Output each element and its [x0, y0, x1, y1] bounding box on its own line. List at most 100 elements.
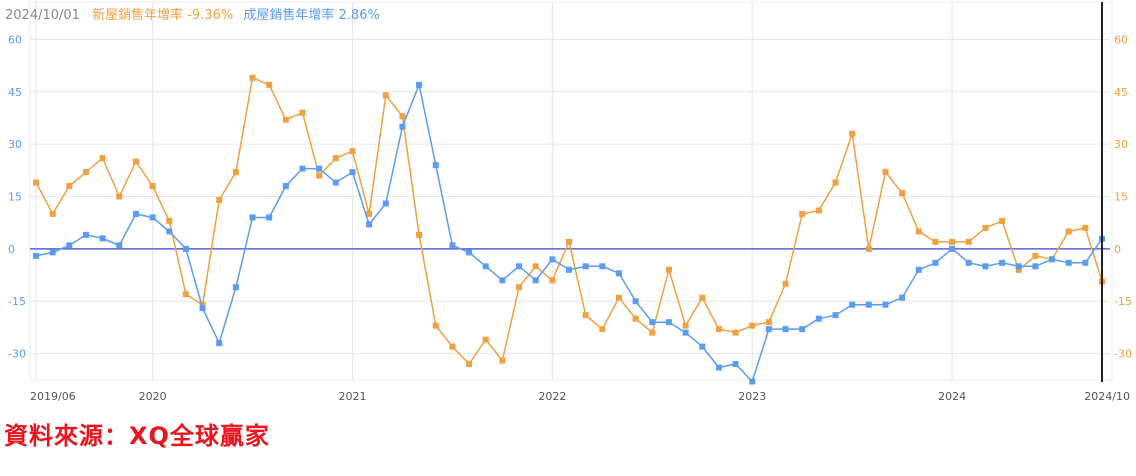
existing-home-sales-point — [949, 245, 956, 252]
existing-home-sales-point — [582, 263, 589, 270]
new-home-sales-point — [199, 301, 206, 308]
y-tick-label-right: 15 — [1114, 191, 1128, 204]
new-home-sales-point — [865, 245, 872, 252]
new-home-sales-point — [349, 148, 356, 155]
existing-home-sales-point — [316, 165, 323, 172]
y-tick-label-right: 0 — [1114, 243, 1121, 256]
new-home-sales-point — [815, 207, 822, 214]
new-home-sales-point — [932, 238, 939, 245]
y-tick-label-left: 45 — [8, 86, 22, 99]
existing-home-sales-point — [1049, 256, 1056, 263]
existing-home-sales-point — [466, 249, 473, 256]
new-home-sales-point — [416, 231, 423, 238]
y-tick-label-right: -15 — [1114, 295, 1132, 308]
new-home-sales-point — [182, 291, 189, 298]
new-home-sales-point — [216, 197, 223, 203]
y-tick-label-left: 0 — [8, 243, 15, 256]
existing-home-sales-point — [99, 235, 106, 242]
new-home-sales-point — [382, 92, 389, 99]
new-home-sales-point — [116, 193, 123, 200]
existing-home-sales-point — [216, 340, 223, 347]
y-tick-label-left: 15 — [8, 191, 22, 204]
new-home-sales-point — [1032, 252, 1039, 259]
new-home-sales-point — [632, 315, 639, 322]
existing-home-sales-point — [699, 343, 706, 350]
new-home-value: -9.36% — [187, 8, 234, 23]
existing-home-sales-point — [865, 301, 872, 308]
existing-home-sales-point — [149, 214, 156, 221]
new-home-sales-point — [316, 172, 323, 179]
existing-home-sales-point — [732, 361, 739, 368]
y-tick-label-left: -30 — [8, 348, 26, 361]
new-home-sales-point — [882, 169, 889, 176]
new-home-sales-point — [982, 224, 989, 231]
existing-home-sales-point — [999, 259, 1006, 266]
existing-home-sales-point — [765, 326, 772, 333]
existing-home-sales-point — [382, 200, 389, 207]
new-home-sales-point — [499, 357, 506, 364]
new-home-sales-point — [99, 155, 106, 162]
existing-home-value: 2.86% — [338, 8, 380, 23]
plot-frame — [29, 1, 1113, 381]
new-home-sales-point — [449, 343, 456, 350]
existing-home-sales-point — [799, 326, 806, 333]
existing-home-sales-point — [1032, 263, 1039, 270]
new-home-sales-line — [35, 76, 1103, 366]
existing-home-sales-point — [615, 270, 622, 277]
existing-home-sales-point — [232, 284, 239, 291]
new-home-sales-point — [149, 183, 156, 190]
existing-home-sales-point — [632, 298, 639, 305]
new-home-sales-point — [566, 238, 572, 245]
existing-home-sales-point — [282, 183, 289, 190]
existing-home-sales-point — [782, 326, 789, 333]
existing-home-sales-point — [182, 245, 189, 252]
existing-home-sales-point — [166, 228, 173, 235]
new-home-sales-point — [649, 329, 656, 336]
new-home-sales-point — [849, 130, 856, 137]
existing-home-sales-point — [132, 210, 139, 217]
new-home-sales-point — [749, 322, 756, 329]
new-home-sales-point — [999, 217, 1006, 224]
new-home-sales-point — [699, 294, 706, 301]
existing-home-sales-point — [749, 378, 756, 385]
chart-area: 60 60 45 45 30 30 15 15 0 0 -15 -15 -30 -30 2019/06 202… — [5, 1, 1132, 403]
existing-home-sales-point — [33, 252, 39, 259]
existing-home-sales-point — [1015, 263, 1022, 270]
new-home-sales-point — [715, 326, 722, 333]
new-home-sales-point — [1082, 224, 1089, 231]
existing-home-sales-point — [849, 301, 856, 308]
new-home-sales-point — [432, 322, 439, 329]
new-home-sales-point — [665, 266, 672, 273]
existing-home-sales-point — [715, 364, 722, 371]
y-tick-label-left: -15 — [8, 295, 26, 308]
new-home-sales-point — [782, 280, 789, 287]
existing-home-sales-point — [965, 259, 972, 266]
existing-home-sales-point — [1065, 259, 1072, 266]
existing-home-sales-point — [399, 123, 406, 130]
existing-home-sales-point — [332, 179, 339, 186]
new-home-sales-point — [166, 217, 173, 224]
x-tick-label: 2023 — [738, 390, 766, 403]
new-home-sales-point — [682, 322, 689, 329]
new-home-sales-point — [899, 190, 906, 197]
x-tick-label: 2019/06 — [30, 390, 76, 403]
existing-home-sales-point — [649, 319, 656, 326]
existing-home-sales-point — [266, 214, 273, 221]
y-tick-label-right: 45 — [1114, 86, 1128, 99]
new-home-sales-point — [332, 155, 339, 162]
y-tick-label-right: 30 — [1114, 138, 1128, 151]
existing-home-legend: 成屋銷售年增率 2.86% — [243, 8, 379, 23]
new-home-sales-point — [232, 169, 239, 176]
new-home-sales-point — [549, 277, 556, 284]
existing-home-sales-point — [249, 214, 256, 221]
existing-home-sales-point — [449, 242, 456, 249]
new-home-sales-point — [33, 179, 39, 186]
existing-home-sales-point — [516, 263, 523, 270]
existing-home-sales-point — [116, 242, 123, 249]
existing-home-sales-point — [566, 266, 572, 273]
existing-home-sales-point — [982, 263, 989, 270]
new-home-sales-point — [282, 116, 289, 123]
existing-home-sales-point — [49, 249, 56, 256]
existing-home-sales-point — [499, 277, 506, 284]
x-tick-label: 2021 — [338, 390, 366, 403]
